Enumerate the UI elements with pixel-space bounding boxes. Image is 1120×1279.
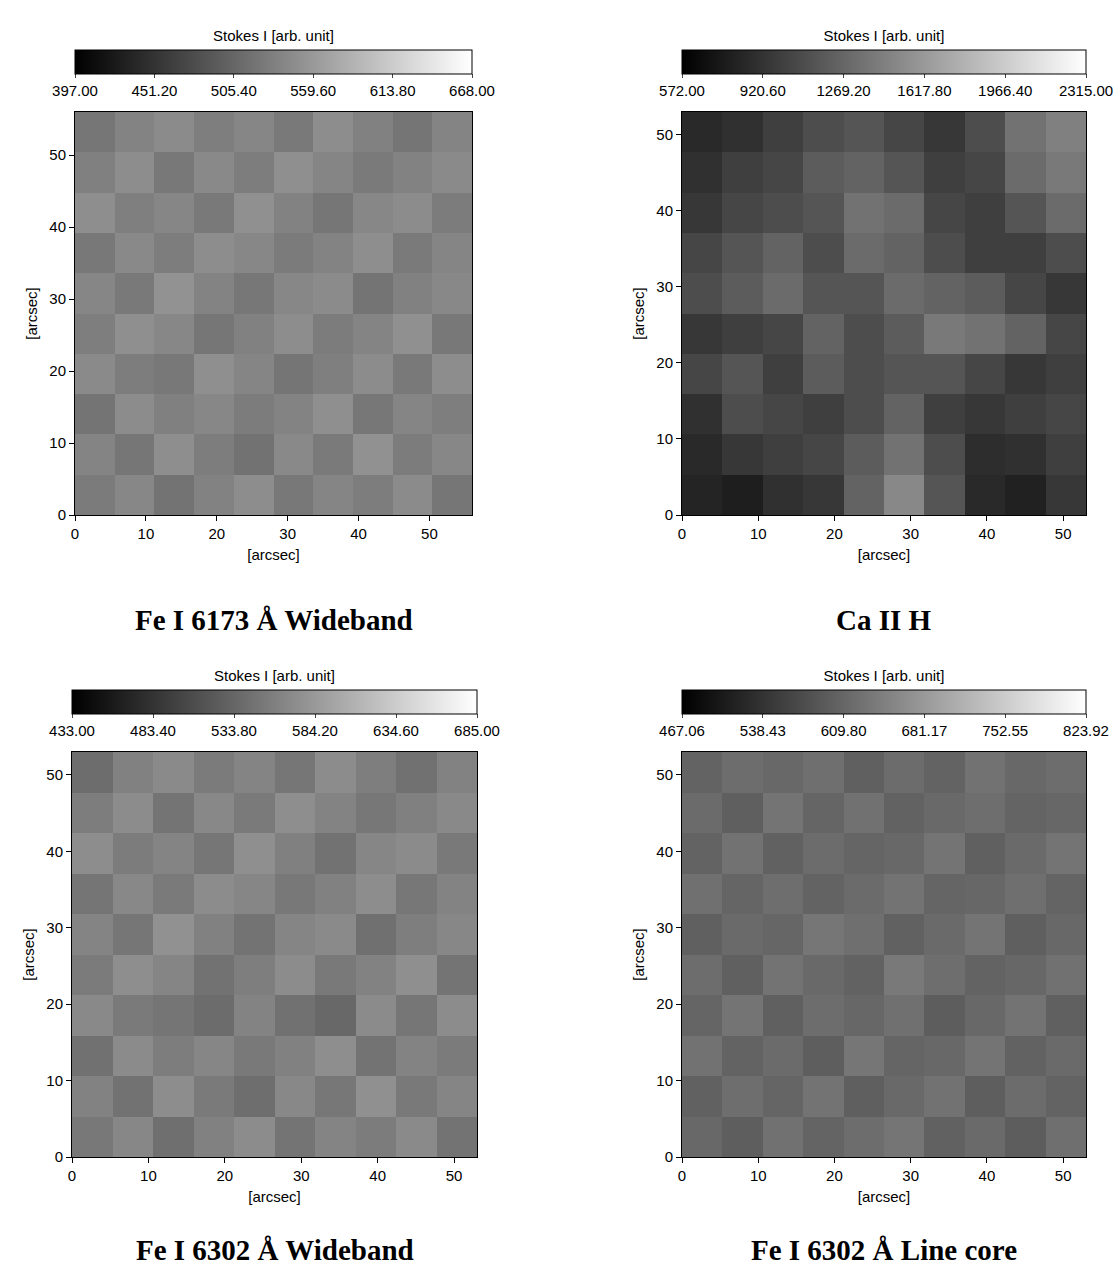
svg-text:[arcsec]: [arcsec] — [858, 1188, 911, 1205]
svg-text:609.80: 609.80 — [821, 722, 867, 739]
svg-text:[arcsec]: [arcsec] — [858, 546, 911, 563]
svg-text:0: 0 — [665, 1148, 673, 1165]
svg-text:20: 20 — [46, 995, 63, 1012]
svg-text:10: 10 — [49, 434, 66, 451]
svg-text:20: 20 — [826, 525, 843, 542]
svg-text:559.60: 559.60 — [290, 82, 336, 99]
svg-text:[arcsec]: [arcsec] — [630, 928, 647, 981]
svg-text:50: 50 — [49, 146, 66, 163]
svg-text:40: 40 — [49, 218, 66, 235]
svg-text:0: 0 — [68, 1167, 76, 1184]
svg-text:451.20: 451.20 — [131, 82, 177, 99]
svg-text:[arcsec]: [arcsec] — [20, 928, 37, 981]
svg-text:10: 10 — [656, 1072, 673, 1089]
svg-text:533.80: 533.80 — [211, 722, 257, 739]
svg-text:Stokes I [arb. unit]: Stokes I [arb. unit] — [824, 27, 945, 44]
svg-text:1269.20: 1269.20 — [816, 82, 870, 99]
svg-text:0: 0 — [55, 1148, 63, 1165]
svg-text:20: 20 — [208, 525, 225, 542]
svg-text:10: 10 — [750, 1167, 767, 1184]
svg-text:20: 20 — [826, 1167, 843, 1184]
svg-text:572.00: 572.00 — [659, 82, 705, 99]
svg-text:0: 0 — [678, 525, 686, 542]
svg-text:20: 20 — [656, 354, 673, 371]
svg-text:30: 30 — [902, 1167, 919, 1184]
svg-text:40: 40 — [656, 843, 673, 860]
svg-text:1966.40: 1966.40 — [978, 82, 1032, 99]
svg-text:505.40: 505.40 — [211, 82, 257, 99]
svg-text:467.06: 467.06 — [659, 722, 705, 739]
svg-text:[arcsec]: [arcsec] — [630, 287, 647, 340]
svg-text:50: 50 — [656, 766, 673, 783]
svg-text:685.00: 685.00 — [454, 722, 500, 739]
svg-text:50: 50 — [656, 126, 673, 143]
svg-text:[arcsec]: [arcsec] — [247, 546, 300, 563]
svg-text:Fe I 6302 Å Wideband: Fe I 6302 Å Wideband — [136, 1234, 414, 1266]
svg-text:433.00: 433.00 — [49, 722, 95, 739]
svg-text:[arcsec]: [arcsec] — [248, 1188, 301, 1205]
svg-text:397.00: 397.00 — [52, 82, 98, 99]
svg-text:Stokes I [arb. unit]: Stokes I [arb. unit] — [824, 667, 945, 684]
svg-text:668.00: 668.00 — [449, 82, 495, 99]
svg-text:1617.80: 1617.80 — [897, 82, 951, 99]
svg-text:50: 50 — [1055, 525, 1072, 542]
svg-text:[arcsec]: [arcsec] — [23, 287, 40, 340]
svg-text:30: 30 — [279, 525, 296, 542]
svg-text:30: 30 — [902, 525, 919, 542]
svg-text:0: 0 — [678, 1167, 686, 1184]
svg-text:50: 50 — [46, 766, 63, 783]
svg-text:50: 50 — [421, 525, 438, 542]
svg-text:30: 30 — [46, 919, 63, 936]
svg-text:40: 40 — [369, 1167, 386, 1184]
svg-text:Stokes I [arb. unit]: Stokes I [arb. unit] — [214, 667, 335, 684]
svg-text:Stokes I [arb. unit]: Stokes I [arb. unit] — [213, 27, 334, 44]
svg-text:40: 40 — [979, 525, 996, 542]
svg-text:538.43: 538.43 — [740, 722, 786, 739]
svg-text:Fe I 6173 Å Wideband: Fe I 6173 Å Wideband — [135, 604, 413, 636]
svg-text:50: 50 — [1055, 1167, 1072, 1184]
svg-text:2315.00: 2315.00 — [1059, 82, 1113, 99]
svg-text:823.92: 823.92 — [1063, 722, 1109, 739]
svg-text:30: 30 — [293, 1167, 310, 1184]
svg-text:20: 20 — [656, 995, 673, 1012]
svg-text:10: 10 — [140, 1167, 157, 1184]
svg-text:10: 10 — [656, 430, 673, 447]
svg-text:584.20: 584.20 — [292, 722, 338, 739]
svg-text:20: 20 — [216, 1167, 233, 1184]
svg-text:483.40: 483.40 — [130, 722, 176, 739]
svg-text:20: 20 — [49, 362, 66, 379]
svg-text:0: 0 — [58, 506, 66, 523]
svg-text:Fe I 6302 Å Line core: Fe I 6302 Å Line core — [751, 1234, 1017, 1266]
svg-text:Ca II H: Ca II H — [836, 604, 932, 636]
svg-text:40: 40 — [979, 1167, 996, 1184]
svg-text:30: 30 — [656, 278, 673, 295]
svg-text:634.60: 634.60 — [373, 722, 419, 739]
svg-text:40: 40 — [46, 843, 63, 860]
svg-text:50: 50 — [446, 1167, 463, 1184]
svg-text:10: 10 — [46, 1072, 63, 1089]
svg-text:920.60: 920.60 — [740, 82, 786, 99]
svg-text:30: 30 — [49, 290, 66, 307]
svg-text:0: 0 — [665, 506, 673, 523]
svg-text:10: 10 — [138, 525, 155, 542]
svg-text:752.55: 752.55 — [982, 722, 1028, 739]
svg-text:613.80: 613.80 — [370, 82, 416, 99]
svg-text:30: 30 — [656, 919, 673, 936]
svg-text:40: 40 — [656, 202, 673, 219]
svg-text:40: 40 — [350, 525, 367, 542]
svg-text:10: 10 — [750, 525, 767, 542]
svg-text:0: 0 — [71, 525, 79, 542]
svg-text:681.17: 681.17 — [901, 722, 947, 739]
